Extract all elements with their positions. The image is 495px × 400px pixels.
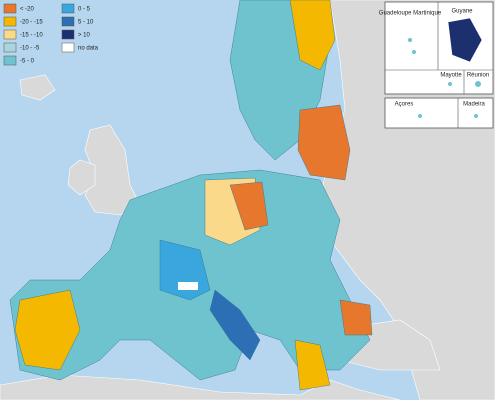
iberia-west xyxy=(14,289,81,371)
island xyxy=(418,114,422,118)
legend-swatch xyxy=(3,16,17,27)
iceland xyxy=(19,74,56,101)
inset-label: Guadeloupe Martinique xyxy=(379,11,442,17)
island xyxy=(474,114,478,118)
inset-label: Madeira xyxy=(463,102,485,108)
legend-swatch xyxy=(61,29,75,40)
legend-label: 0 - 5 xyxy=(78,7,91,13)
italy xyxy=(209,289,261,361)
inset-label: Mayotte xyxy=(440,73,462,79)
legend-box xyxy=(0,0,118,72)
legend: < -20 -20 - -15 -15 - -10 -10 - -5 -5 - 0 0 -… xyxy=(0,0,118,72)
legend-label: -10 - -5 xyxy=(20,46,40,52)
island xyxy=(475,81,481,87)
island xyxy=(412,50,416,54)
finland-north xyxy=(289,0,336,71)
inset-label: Açores xyxy=(395,102,414,108)
bulgaria xyxy=(339,299,373,336)
legend-label: -5 - 0 xyxy=(20,59,35,65)
legend-swatch xyxy=(3,3,17,14)
legend-label: > 10 xyxy=(78,33,91,39)
legend-swatch xyxy=(3,55,17,66)
guyane-shape xyxy=(447,17,483,63)
inset-label: Réunion xyxy=(467,73,489,79)
island xyxy=(448,82,452,86)
inset-box xyxy=(384,97,494,129)
legend-label: no data xyxy=(78,46,99,52)
inset-label: Guyane xyxy=(451,9,473,15)
legend-swatch xyxy=(61,16,75,27)
legend-label: -20 - -15 xyxy=(20,20,43,26)
legend-label: -15 - -10 xyxy=(20,33,43,39)
island xyxy=(408,38,412,42)
switzerland xyxy=(178,282,198,290)
legend-label: 5 - 10 xyxy=(78,20,94,26)
legend-swatch xyxy=(3,42,17,53)
ireland xyxy=(67,159,96,196)
east-germany xyxy=(229,181,269,231)
legend-label: < -20 xyxy=(20,7,35,13)
baltics xyxy=(297,104,351,181)
greece xyxy=(294,339,331,391)
legend-swatch xyxy=(61,3,75,14)
legend-swatch xyxy=(61,42,75,53)
legend-swatch xyxy=(3,29,17,40)
